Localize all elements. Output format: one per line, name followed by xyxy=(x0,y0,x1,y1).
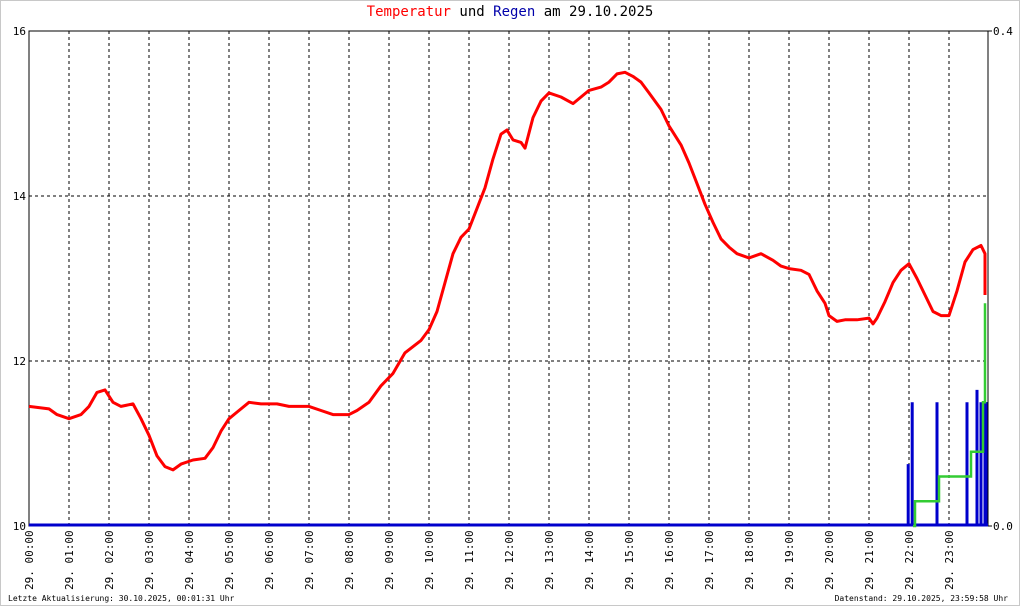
x-tick-label: 29. 18:00 xyxy=(743,530,756,590)
x-tick-label: 29. 08:00 xyxy=(343,530,356,590)
x-tick-label: 29. 00:00 xyxy=(23,530,36,590)
y-tick-label-left: 14 xyxy=(13,190,27,203)
x-tick-label: 29. 16:00 xyxy=(663,530,676,590)
y-tick-label-right: 0.0 xyxy=(993,520,1013,533)
y-tick-label-right: 0.4 xyxy=(993,25,1013,38)
x-tick-label: 29. 05:00 xyxy=(223,530,236,590)
title-date: am 29.10.2025 xyxy=(543,4,654,20)
x-tick-label: 29. 23:00 xyxy=(943,530,956,590)
temperature-line xyxy=(28,70,987,472)
x-tick-label: 29. 14:00 xyxy=(583,530,596,590)
x-tick-label: 29. 01:00 xyxy=(63,530,76,590)
x-tick-label: 29. 12:00 xyxy=(503,530,516,590)
chart-title: Temperatur und Regen am 29.10.2025 xyxy=(0,4,1020,20)
x-tick-label: 29. 13:00 xyxy=(543,530,556,590)
x-tick-label: 29. 19:00 xyxy=(783,530,796,590)
x-tick-label: 29. 04:00 xyxy=(183,530,196,590)
footer-last-update: Letzte Aktualisierung: 30.10.2025, 00:01… xyxy=(8,594,235,603)
x-tick-label: 29. 11:00 xyxy=(463,530,476,590)
y-tick-label-left: 16 xyxy=(13,25,26,38)
x-tick-label: 29. 06:00 xyxy=(263,530,276,590)
y-tick-label-left: 12 xyxy=(13,355,26,368)
y-tick-label-left: 10 xyxy=(13,520,26,533)
x-tick-label: 29. 07:00 xyxy=(303,530,316,590)
x-tick-label: 29. 02:00 xyxy=(103,530,116,590)
title-rain: Regen xyxy=(493,4,536,20)
title-and: und xyxy=(459,4,485,20)
x-tick-label: 29. 03:00 xyxy=(143,530,156,590)
x-tick-label: 29. 20:00 xyxy=(823,530,836,590)
footer-data-status: Datenstand: 29.10.2025, 23:59:58 Uhr xyxy=(834,594,1008,603)
x-tick-label: 29. 17:00 xyxy=(703,530,716,590)
rain-cumulative-line xyxy=(913,303,987,528)
x-tick-label: 29. 09:00 xyxy=(383,530,396,590)
x-tick-label: 29. 21:00 xyxy=(863,530,876,590)
title-temperature: Temperatur xyxy=(366,4,451,20)
x-tick-label: 29. 10:00 xyxy=(423,530,436,590)
x-tick-label: 29. 22:00 xyxy=(903,530,916,590)
x-tick-label: 29. 15:00 xyxy=(623,530,636,590)
